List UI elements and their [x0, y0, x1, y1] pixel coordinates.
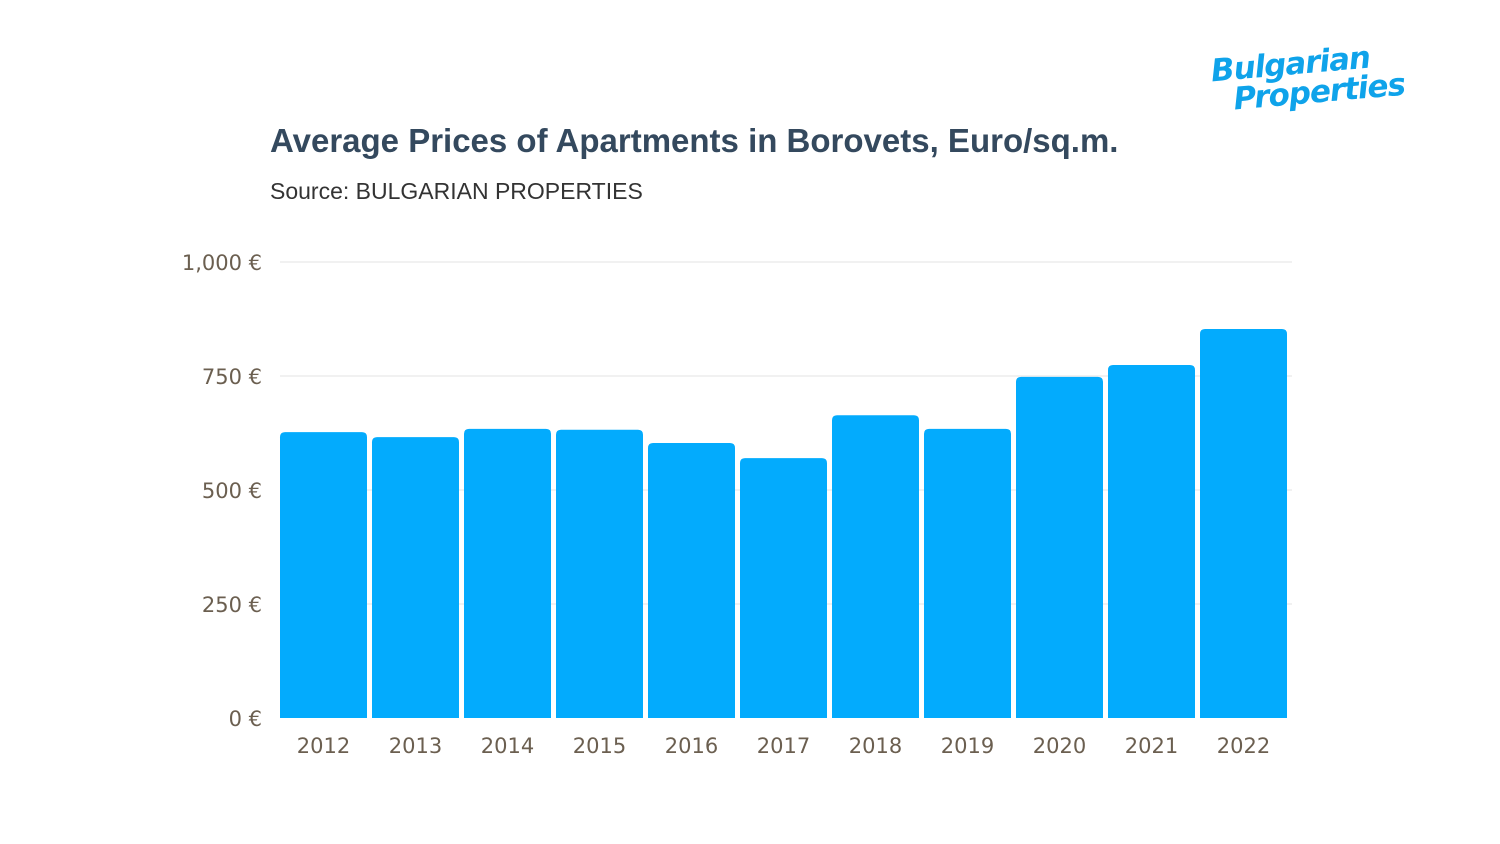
x-tick-label: 2012: [297, 734, 350, 758]
x-tick-label: 2019: [941, 734, 994, 758]
chart-title: Average Prices of Apartments in Borovets…: [270, 122, 1119, 159]
x-tick-label: 2021: [1125, 734, 1178, 758]
chart-subtitle: Source: BULGARIAN PROPERTIES: [270, 178, 643, 204]
bar-2013: [372, 437, 459, 718]
bar-2020: [1016, 376, 1103, 718]
y-tick-label: 750 €: [202, 365, 262, 389]
x-tick-label: 2015: [573, 734, 626, 758]
x-tick-label: 2020: [1033, 734, 1086, 758]
y-tick-label: 250 €: [202, 593, 262, 617]
bar-2012: [280, 432, 367, 718]
x-tick-label: 2017: [757, 734, 810, 758]
bar-2021: [1108, 365, 1195, 718]
y-tick-label: 500 €: [202, 479, 262, 503]
bar-2018: [832, 415, 919, 718]
bar-2014: [464, 428, 551, 718]
bar-2019: [924, 428, 1011, 718]
x-tick-label: 2014: [481, 734, 534, 758]
y-tick-label: 1,000 €: [182, 251, 262, 275]
bar-2022: [1200, 329, 1287, 718]
x-tick-label: 2022: [1217, 734, 1270, 758]
bar-2015: [556, 429, 643, 718]
bar-2016: [648, 443, 735, 718]
x-tick-label: 2013: [389, 734, 442, 758]
y-tick-label: 0 €: [229, 707, 262, 731]
x-tick-label: 2016: [665, 734, 718, 758]
bar-2017: [740, 458, 827, 718]
x-tick-label: 2018: [849, 734, 902, 758]
